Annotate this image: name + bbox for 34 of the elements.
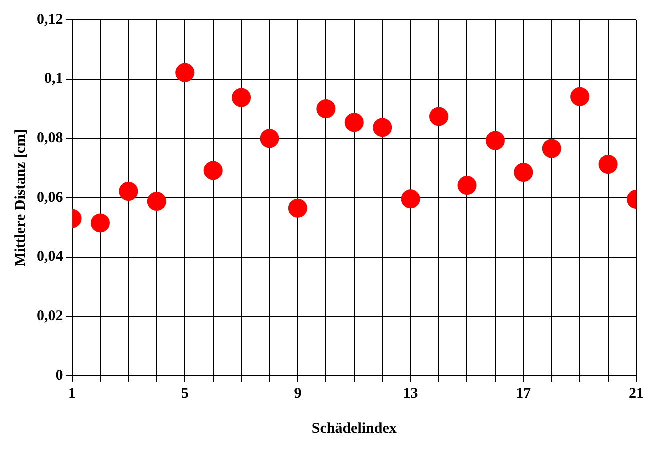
- x-tick-label: 17: [516, 386, 532, 402]
- point: [570, 87, 590, 106]
- point: [344, 113, 364, 132]
- point: [316, 100, 336, 118]
- point: [204, 161, 223, 180]
- point: [514, 162, 534, 182]
- point: [430, 107, 449, 126]
- y-tick-label: 0,02: [37, 308, 64, 325]
- point: [90, 214, 110, 233]
- x-tick-label: 5: [181, 386, 189, 402]
- y-tick-label: 0,08: [37, 130, 64, 147]
- x-tick-label: 13: [403, 386, 418, 402]
- y-tick-label: 0: [56, 368, 64, 384]
- point: [401, 190, 420, 209]
- y-tick-label: 0,1: [44, 71, 64, 88]
- x-tick-label: 1: [68, 386, 76, 402]
- point: [373, 118, 392, 138]
- x-tick-label: 21: [629, 386, 644, 402]
- y-tick-label: 0,04: [37, 249, 64, 266]
- x-tick-label: 9: [294, 386, 302, 402]
- point: [176, 63, 195, 82]
- point: [598, 154, 618, 174]
- point: [147, 192, 166, 212]
- point: [458, 176, 477, 196]
- x-axis-title: Schädelindex: [312, 420, 398, 437]
- y-tick-label: 0,12: [37, 12, 64, 28]
- point: [542, 139, 562, 158]
- point: [260, 129, 280, 148]
- point: [119, 182, 138, 201]
- point: [486, 131, 505, 150]
- point: [232, 88, 252, 108]
- y-tick-label: 0,06: [37, 190, 64, 206]
- point: [288, 198, 308, 218]
- y-axis-title: Mittlere Distanz [cm]: [12, 129, 29, 267]
